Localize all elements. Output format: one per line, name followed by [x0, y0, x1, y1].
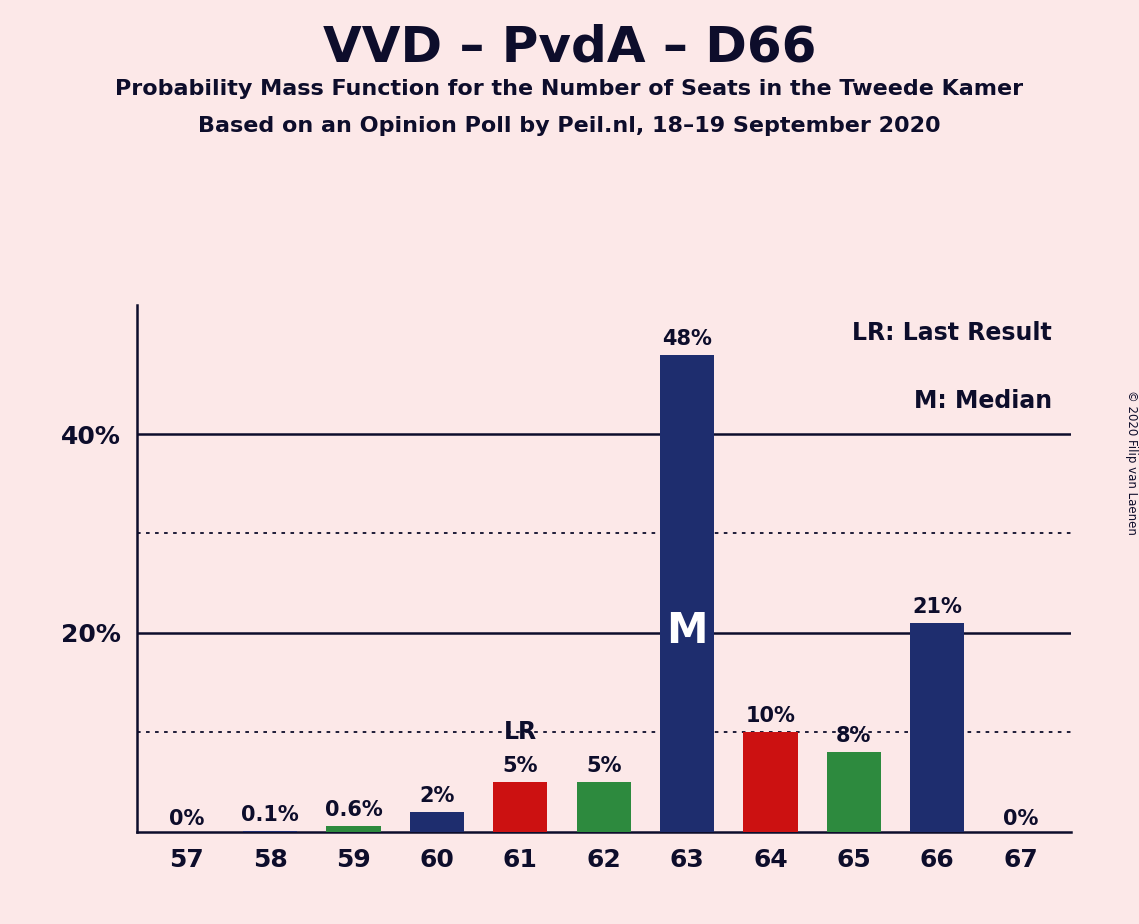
Text: M: Median: M: Median — [913, 389, 1052, 413]
Text: LR: LR — [503, 720, 536, 744]
Bar — [493, 782, 548, 832]
Bar — [410, 811, 464, 832]
Bar — [744, 732, 797, 832]
Text: 0%: 0% — [169, 808, 204, 829]
Text: 48%: 48% — [662, 329, 712, 348]
Text: 0.6%: 0.6% — [325, 799, 383, 820]
Text: 0.1%: 0.1% — [241, 805, 298, 824]
Text: VVD – PvdA – D66: VVD – PvdA – D66 — [322, 23, 817, 71]
Text: 5%: 5% — [585, 756, 622, 776]
Bar — [327, 826, 380, 832]
Text: 21%: 21% — [912, 597, 962, 617]
Text: 2%: 2% — [419, 785, 454, 806]
Text: M: M — [666, 610, 707, 652]
Text: 8%: 8% — [836, 726, 871, 747]
Bar — [827, 752, 880, 832]
Bar — [659, 355, 714, 832]
Bar — [910, 623, 965, 832]
Text: 0%: 0% — [1003, 808, 1039, 829]
Text: © 2020 Filip van Laenen: © 2020 Filip van Laenen — [1124, 390, 1138, 534]
Text: 5%: 5% — [502, 756, 538, 776]
Text: 10%: 10% — [746, 706, 795, 726]
Bar — [243, 831, 297, 832]
Bar — [576, 782, 631, 832]
Text: LR: Last Result: LR: Last Result — [852, 321, 1052, 345]
Text: Probability Mass Function for the Number of Seats in the Tweede Kamer: Probability Mass Function for the Number… — [115, 79, 1024, 99]
Text: Based on an Opinion Poll by Peil.nl, 18–19 September 2020: Based on an Opinion Poll by Peil.nl, 18–… — [198, 116, 941, 136]
